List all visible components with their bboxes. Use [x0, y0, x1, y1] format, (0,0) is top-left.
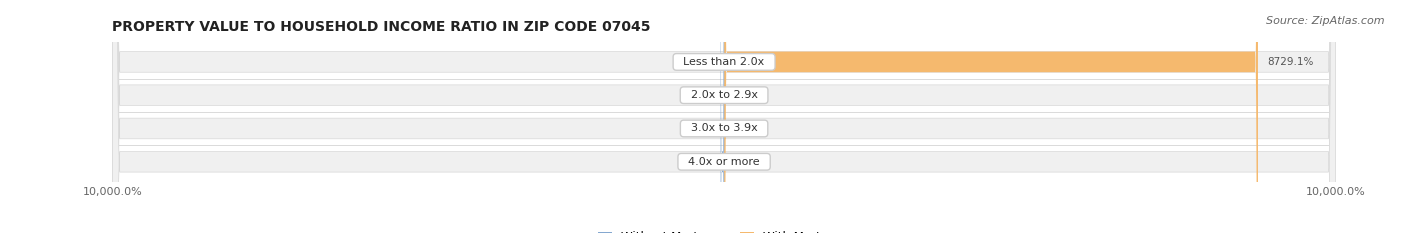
- Text: 8729.1%: 8729.1%: [1267, 57, 1313, 67]
- FancyBboxPatch shape: [721, 0, 724, 233]
- FancyBboxPatch shape: [112, 0, 1336, 233]
- Text: 15.3%: 15.3%: [681, 57, 714, 67]
- Text: Source: ZipAtlas.com: Source: ZipAtlas.com: [1267, 16, 1385, 26]
- Text: 12.6%: 12.6%: [681, 123, 714, 134]
- Text: 3.0x to 3.9x: 3.0x to 3.9x: [683, 123, 765, 134]
- Text: Less than 2.0x: Less than 2.0x: [676, 57, 772, 67]
- Legend: Without Mortgage, With Mortgage: Without Mortgage, With Mortgage: [593, 226, 855, 233]
- Text: 4.0x or more: 4.0x or more: [682, 157, 766, 167]
- Text: 16.3%: 16.3%: [734, 90, 768, 100]
- Text: 15.6%: 15.6%: [681, 90, 714, 100]
- FancyBboxPatch shape: [724, 118, 725, 139]
- FancyBboxPatch shape: [112, 0, 1336, 233]
- Text: 18.6%: 18.6%: [734, 157, 768, 167]
- FancyBboxPatch shape: [112, 0, 1336, 233]
- Text: 56.6%: 56.6%: [678, 157, 711, 167]
- FancyBboxPatch shape: [112, 0, 1336, 233]
- FancyBboxPatch shape: [724, 0, 1258, 233]
- Text: 2.0x to 2.9x: 2.0x to 2.9x: [683, 90, 765, 100]
- Text: PROPERTY VALUE TO HOUSEHOLD INCOME RATIO IN ZIP CODE 07045: PROPERTY VALUE TO HOUSEHOLD INCOME RATIO…: [112, 20, 651, 34]
- Text: 28.3%: 28.3%: [735, 123, 768, 134]
